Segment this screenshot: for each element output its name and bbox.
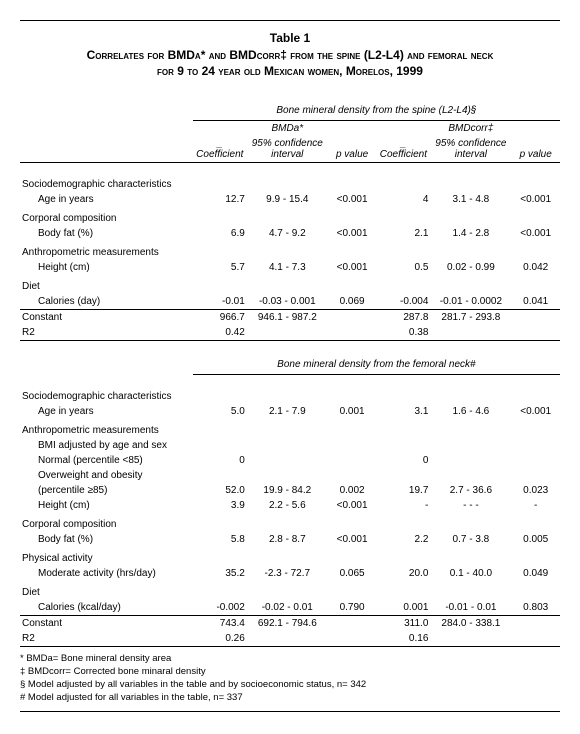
group-label: Corporal composition [20,207,560,226]
bmda-head: BMDa* [247,121,328,137]
group-label: Sociodemographic characteristics [20,385,560,404]
table-row: Height (cm)3.92.2 - 5.6<0.001-- - -- [20,498,560,513]
table-row: Age in years12.79.9 - 15.4<0.00143.1 - 4… [20,192,560,207]
table-row: Moderate activity (hrs/day)35.2-2.3 - 72… [20,566,560,581]
footnotes: * BMDa= Bone mineral density area‡ BMDco… [20,653,560,711]
table-row: Body fat (%)6.94.7 - 9.2<0.0012.11.4 - 2… [20,226,560,241]
table-row: Calories (kcal/day)-0.002-0.02 - 0.010.7… [20,600,560,616]
table-row: Age in years5.02.1 - 7.90.0013.11.6 - 4.… [20,404,560,419]
table-row: Body fat (%)5.82.8 - 8.7<0.0012.20.7 - 3… [20,532,560,547]
group-label: Diet [20,275,560,294]
table-row: (percentile ≥85)52.019.9 - 84.20.00219.7… [20,483,560,498]
table-row: BMI adjusted by age and sex [20,438,560,453]
spine-section-head: Bone mineral density from the spine (L2-… [193,97,560,121]
group-label: Diet [20,581,560,600]
group-label: Anthropometric measurements [20,419,560,438]
bmdcorr-head: BMDcorr‡ [430,121,511,137]
table-row: Height (cm)5.74.1 - 7.3<0.0010.50.02 - 0… [20,260,560,275]
group-label: Anthropometric measurements [20,241,560,260]
group-label: Corporal composition [20,513,560,532]
group-label: Sociodemographic characteristics [20,173,560,192]
group-label: Physical activity [20,547,560,566]
table-title: Correlates for BMDa* and BMDcorr‡ from t… [20,47,560,79]
table-row: Calories (day)-0.01-0.03 - 0.0010.069-0.… [20,294,560,310]
table-row: Normal (percentile <85)00 [20,453,560,468]
table-row: Overweight and obesity [20,468,560,483]
results-table: Bone mineral density from the spine (L2-… [20,97,560,647]
table-label: Table 1 [20,31,560,45]
femoral-section-head: Bone mineral density from the femoral ne… [193,351,560,375]
